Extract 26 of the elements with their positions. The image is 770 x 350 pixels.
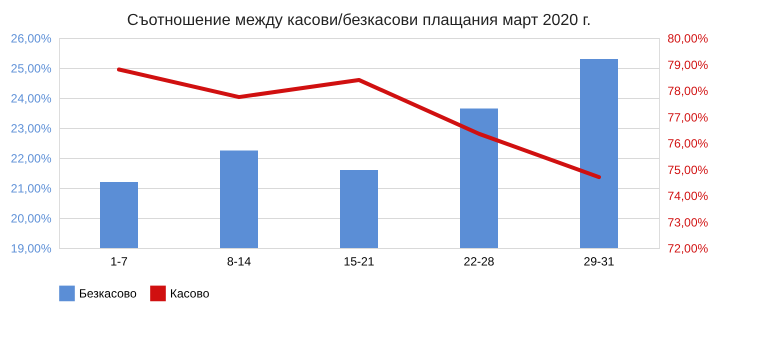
x-tick-label: 22-28	[464, 254, 495, 268]
y-tick-label: 22,00%	[10, 152, 52, 166]
y2-tick-label: 79,00%	[668, 58, 709, 72]
y-tick-label: 26,00%	[10, 32, 52, 46]
y2-tick-label: 74,00%	[668, 189, 709, 203]
x-tick-label: 29-31	[584, 254, 615, 268]
y-tick-label: 20,00%	[10, 212, 52, 226]
x-tick-label: 8-14	[226, 254, 252, 268]
y2-tick-label: 76,00%	[668, 136, 709, 150]
y2-tick-label: 72,00%	[668, 242, 709, 256]
y2-tick-label: 73,00%	[668, 215, 709, 230]
y-tick-label: 24,00%	[10, 92, 52, 106]
x-tick-label: 1-7	[110, 254, 128, 268]
y-tick-label: 19,00%	[10, 242, 52, 256]
legend-label: Безкасово	[79, 286, 138, 300]
y-tick-label: 21,00%	[10, 182, 52, 196]
y2-tick-label: 77,00%	[668, 110, 709, 124]
x-tick-label: 15-21	[344, 254, 375, 268]
y2-tick-label: 80,00%	[668, 32, 709, 46]
legend-label: Касово	[170, 286, 210, 300]
y-tick-label: 25,00%	[10, 62, 52, 76]
y2-tick-label: 78,00%	[668, 84, 709, 98]
y-tick-label: 23,00%	[10, 122, 52, 136]
y2-tick-label: 75,00%	[668, 162, 709, 177]
line-series	[117, 68, 601, 180]
chart-title: Съотношение между касови/безкасови плащания март 2020 г.	[127, 12, 591, 29]
